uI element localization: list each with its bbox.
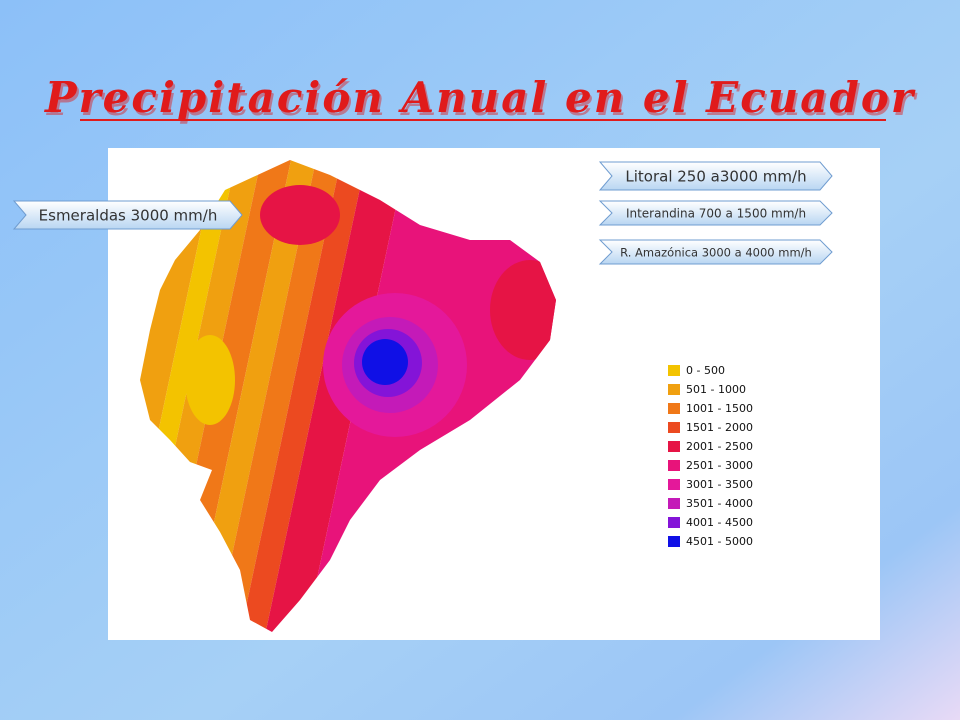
legend-label: 0 - 500 — [686, 364, 725, 377]
callout-box — [598, 161, 833, 191]
callout-box — [12, 200, 243, 230]
callout-label: Interandina 700 a 1500 mm/h — [626, 207, 806, 221]
callout-label: R. Amazónica 3000 a 4000 mm/h — [620, 246, 812, 260]
legend-swatch — [668, 422, 680, 433]
callout-label: Esmeraldas 3000 mm/h — [39, 207, 218, 225]
legend-swatch — [668, 517, 680, 528]
map-band — [221, 160, 379, 632]
legend-label: 3501 - 4000 — [686, 497, 753, 510]
legend-swatch — [668, 384, 680, 395]
legend-swatch — [668, 441, 680, 452]
legend-label: 3001 - 3500 — [686, 478, 753, 491]
legend-label: 2001 - 2500 — [686, 440, 753, 453]
legend-swatch — [668, 460, 680, 471]
callout-box — [598, 239, 833, 265]
legend-label: 1501 - 2000 — [686, 421, 753, 434]
legend-label: 1001 - 1500 — [686, 402, 753, 415]
legend: 0 - 500 501 - 1000 1001 - 1500 1501 - 2000 2… — [668, 364, 753, 548]
legend-label: 2501 - 3000 — [686, 459, 753, 472]
legend-swatch — [668, 479, 680, 490]
map-zone — [260, 185, 340, 245]
title: Precipitación Anual en el Ecuador — [44, 73, 916, 122]
legend-swatch — [668, 365, 680, 376]
map-zone — [362, 339, 408, 385]
map-band — [246, 160, 419, 632]
title-shadow: Precipitación Anual en el Ecuador — [46, 76, 918, 125]
legend-label: 4001 - 4500 — [686, 516, 753, 529]
map-band — [140, 160, 249, 632]
legend-swatch — [668, 536, 680, 547]
legend-swatch — [668, 403, 680, 414]
callout-label: Litoral 250 a3000 mm/h — [625, 168, 806, 186]
legend-label: 4501 - 5000 — [686, 535, 753, 548]
legend-label: 501 - 1000 — [686, 383, 746, 396]
legend-swatch — [668, 498, 680, 509]
callout-box — [598, 200, 833, 226]
callouts: Litoral 250 a3000 mm/h Interandina 700 a … — [12, 161, 833, 265]
map-zone — [185, 335, 235, 425]
